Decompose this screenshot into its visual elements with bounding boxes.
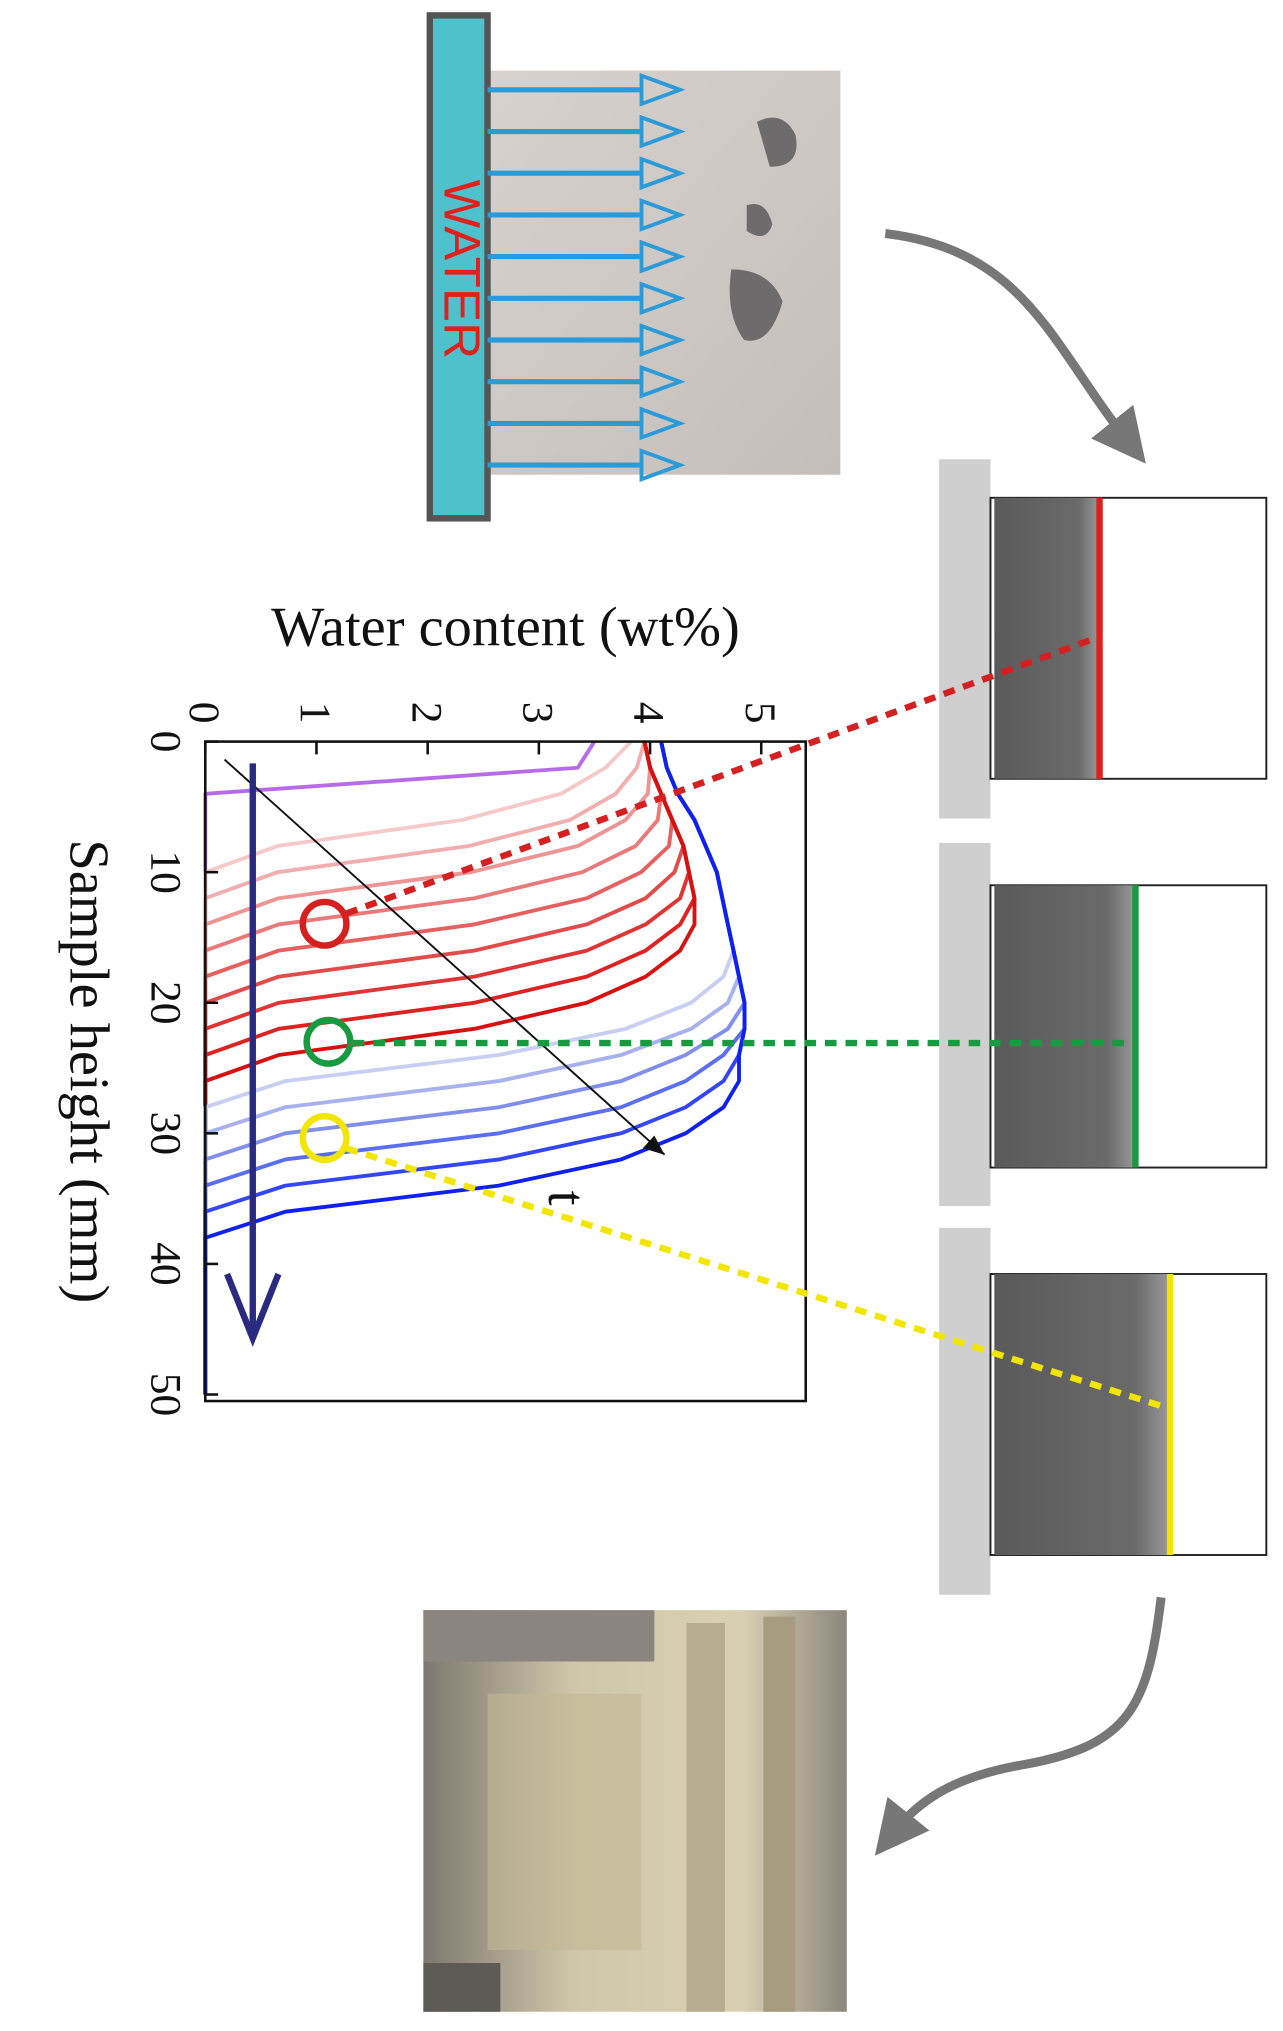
chart: 0 10 20 30 40 50 0 1 2 3 4 5 Sample height (mm) Water… bbox=[58, 596, 808, 1417]
data-line bbox=[203, 741, 686, 1395]
y-tick-label: 0 bbox=[180, 702, 228, 724]
flow-head bbox=[639, 156, 686, 191]
y-axis-title: Water content (wt%) bbox=[271, 596, 740, 658]
water-reservoir bbox=[426, 12, 491, 522]
annotation: t bbox=[537, 1191, 597, 1206]
xray-panel bbox=[939, 1227, 1268, 1595]
water-arrows bbox=[487, 72, 686, 482]
data-line bbox=[203, 741, 697, 1395]
xray-panel bbox=[939, 459, 1268, 819]
marker-circle bbox=[299, 1113, 350, 1164]
x-tick-label: 40 bbox=[141, 1242, 189, 1286]
flow-arrow bbox=[874, 1596, 1166, 1856]
marker-circle bbox=[303, 1016, 354, 1067]
water-label: WATER bbox=[433, 180, 490, 360]
data-line bbox=[203, 741, 747, 1395]
link-line bbox=[345, 1145, 1172, 1412]
data-line bbox=[203, 741, 747, 1395]
data-line bbox=[203, 741, 741, 1395]
flow-head bbox=[639, 323, 686, 357]
data-line bbox=[203, 741, 691, 1395]
x-tick-label: 20 bbox=[141, 981, 189, 1025]
flow-head bbox=[639, 448, 686, 482]
x-tick-label: 50 bbox=[141, 1373, 189, 1417]
y-tick-label: 2 bbox=[402, 702, 450, 724]
data-line bbox=[203, 741, 697, 1395]
flow-head bbox=[639, 239, 686, 274]
flow-arrow bbox=[884, 229, 1146, 464]
data-line bbox=[203, 741, 747, 1395]
marker-circle bbox=[299, 898, 350, 949]
flow-head bbox=[639, 364, 686, 399]
y-tick-label: 1 bbox=[291, 702, 339, 724]
monument-photo bbox=[423, 1610, 847, 2012]
data-line bbox=[203, 741, 747, 1395]
y-tick-label: 4 bbox=[625, 702, 673, 724]
y-tick-label: 3 bbox=[513, 702, 561, 724]
flow-head bbox=[639, 198, 686, 232]
plot-frame bbox=[203, 740, 808, 1403]
flow-head bbox=[639, 114, 686, 149]
depth-arrow bbox=[224, 763, 282, 1347]
time-arrow bbox=[223, 758, 666, 1156]
xray-panel bbox=[939, 842, 1268, 1207]
flow-head bbox=[639, 72, 686, 107]
flow-head bbox=[639, 281, 686, 316]
x-axis-title: Sample height (mm) bbox=[58, 839, 120, 1303]
x-tick-label: 10 bbox=[141, 850, 189, 894]
x-tick-label: 30 bbox=[141, 1112, 189, 1156]
data-line bbox=[203, 741, 675, 1395]
y-tick-label: 5 bbox=[736, 702, 784, 724]
flow-head bbox=[639, 406, 686, 441]
link-line bbox=[345, 634, 1099, 917]
x-tick-label: 0 bbox=[141, 731, 189, 753]
